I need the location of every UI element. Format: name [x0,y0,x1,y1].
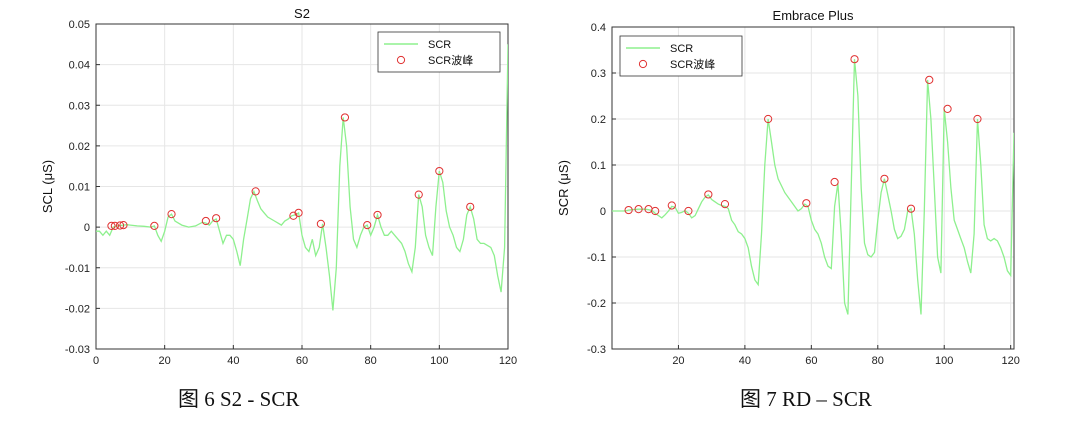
x-tick-label: 20 [672,355,684,367]
scr-peak-marker [704,190,713,199]
scr-peak-marker [651,206,660,216]
scr-peak-marker [973,114,982,124]
y-tick-label: 0.2 [591,114,606,126]
scr-peak-marker [414,190,423,199]
y-tick-label: -0.3 [587,344,606,356]
y-tick-label: -0.01 [65,263,90,275]
scr-peak-marker [373,210,382,220]
legend-box [377,31,501,73]
scr-peak-marker [830,177,839,187]
scr-peak-marker [119,220,128,230]
scr-peak-marker [943,104,952,113]
scr-peak-marker [212,214,221,223]
legend-entry-label: SCR波峰 [428,54,473,67]
y-tick-label: 0.1 [591,160,606,172]
x-tick-label: 40 [739,355,751,367]
scr-peak-marker [340,113,350,122]
scr-peak-marker [624,205,633,215]
y-tick-label: 0 [600,206,606,218]
y-tick-label: -0.1 [587,252,606,264]
legend-marker-swatch [396,55,406,65]
y-axis-label: SCR (μS) [556,160,571,216]
y-tick-label: -0.02 [65,303,90,315]
figure-canvas: 0 20 40 60 80 100 120 -0.03 -0.02 -0.01 0 0.01 0.02 0… [40,6,1020,367]
y-tick-label: -0.2 [587,298,606,310]
scr-peak-marker [925,75,934,85]
y-tick-label: 0.02 [69,141,90,153]
chart-embrace-plus: 20 40 60 80 100 120 -0.3 -0.2 -0.1 0 0.1 0.2 0.3 0.4 E… [556,8,1020,367]
legend-entry-label: SCR波峰 [670,58,715,71]
scr-peak-marker [667,201,676,210]
scr-peak-marker [363,220,372,230]
x-tick-label: 100 [935,355,953,367]
scr-peak-marker [110,221,119,231]
x-tick-label: 20 [159,355,171,367]
chart-s2: 0 20 40 60 80 100 120 -0.03 -0.02 -0.01 0 0.01 0.02 0… [40,6,517,367]
scr-series-line [612,59,1014,315]
scr-peak-marker [435,166,444,176]
scr-peak-marker [850,55,859,64]
plot-frame [611,26,1015,350]
x-tick-label: 80 [365,355,377,367]
scr-peak-marker [251,187,260,196]
scr-peak-marker [684,206,693,216]
figure-6-caption: 图 6 S2 - SCR [178,387,300,411]
chart-title: S2 [294,6,310,21]
scr-peak-marker [150,221,159,231]
legend-entry-label: SCR [428,39,451,51]
scr-peak-marker [906,204,916,213]
scr-peak-marker [466,202,475,211]
scr-peak-marker [634,205,643,214]
x-tick-label: 80 [872,355,884,367]
plot-area [612,27,1014,349]
x-tick-label: 100 [430,355,448,367]
y-tick-label: 0.05 [69,19,90,31]
scr-peak-marker [880,174,889,183]
scr-peak-marker [167,210,176,219]
chart-title: Embrace Plus [773,8,854,23]
y-tick-label: 0.01 [69,182,90,194]
figure-7-caption: 图 7 RD – SCR [740,387,872,411]
x-tick-label: 120 [1001,355,1019,367]
legend-box [619,35,743,77]
scr-peak-marker [720,200,730,209]
x-tick-label: 120 [499,355,517,367]
y-tick-label: -0.03 [65,344,90,356]
scr-peak-marker [316,219,325,228]
y-tick-label: 0 [84,222,90,234]
scr-peak-marker [764,114,773,124]
x-tick-label: 40 [227,355,239,367]
legend-entry-label: SCR [670,43,693,55]
scr-peak-marker [294,208,303,218]
y-tick-label: 0.03 [69,100,90,112]
y-tick-label: 0.3 [591,68,606,80]
x-tick-label: 0 [93,355,99,367]
y-tick-label: 0.4 [591,22,606,34]
scr-peak-marker [115,221,125,230]
scr-peak-marker [107,221,116,231]
y-tick-label: 0.04 [69,60,90,72]
x-tick-label: 60 [805,355,817,367]
scr-peak-marker [201,216,210,226]
scr-peak-marker [802,199,811,208]
x-tick-label: 60 [296,355,308,367]
legend-marker-swatch [638,59,648,69]
y-axis-label: SCL (μS) [40,160,55,213]
scr-series-line [96,44,508,311]
